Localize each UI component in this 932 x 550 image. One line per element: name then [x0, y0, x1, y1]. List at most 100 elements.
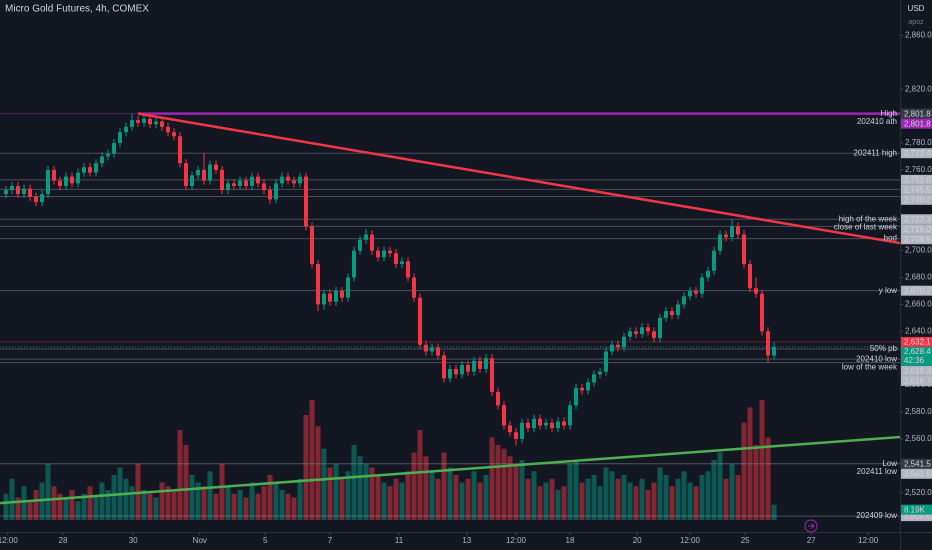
- volume-label: 8.19K: [904, 505, 926, 514]
- candle-body: [532, 418, 536, 429]
- volume-bar: [681, 471, 687, 520]
- volume-bar: [501, 448, 507, 520]
- volume-bar: [435, 478, 441, 520]
- price-box: [901, 148, 932, 159]
- volume-bar: [459, 482, 465, 520]
- level-name: High: [881, 109, 897, 118]
- volume-bar: [531, 471, 537, 520]
- price-box: [901, 184, 932, 195]
- volume-bar: [387, 486, 393, 520]
- volume-bar: [231, 493, 237, 520]
- level-name: 202410 ath: [857, 117, 897, 126]
- price-box-label: 2,752.6: [904, 175, 931, 184]
- volume-bar: [447, 467, 453, 520]
- volume-bar: [375, 475, 381, 520]
- candle-body: [538, 418, 542, 426]
- volume-bar: [237, 490, 243, 520]
- candle-body: [298, 176, 302, 184]
- volume-bar: [141, 490, 147, 520]
- volume-bar: [597, 486, 603, 520]
- price-box-label: 2,541.5: [904, 469, 931, 478]
- candle-body: [520, 422, 524, 439]
- candle-body: [484, 358, 488, 369]
- volume-bar: [609, 471, 615, 520]
- volume-bar: [111, 475, 117, 520]
- volume-bar: [699, 475, 705, 520]
- volume-bar: [15, 497, 21, 520]
- candle-body: [502, 405, 506, 426]
- candle-body: [76, 172, 80, 184]
- candle-body: [598, 371, 602, 375]
- volume-bar: [423, 456, 429, 520]
- candle-body: [556, 421, 560, 429]
- candle-body: [550, 422, 554, 429]
- candle-body: [64, 176, 68, 187]
- price-box: [901, 214, 932, 225]
- volume-bar: [639, 478, 645, 520]
- price-box-label: 2,801.8: [904, 109, 931, 118]
- x-tick-label: 25: [741, 536, 750, 545]
- volume-bar: [591, 475, 597, 520]
- candle-body: [70, 176, 74, 184]
- currency[interactable]: USD: [908, 4, 925, 13]
- x-tick-label: 5: [263, 536, 268, 545]
- volume-bar: [195, 482, 201, 520]
- volume-bar: [747, 407, 753, 520]
- x-tick-label: 18: [566, 536, 575, 545]
- volume-bar: [81, 493, 87, 520]
- candle-body: [760, 293, 764, 332]
- candle-body: [586, 382, 590, 391]
- volume-bar: [321, 448, 327, 520]
- price-box-label: 2,745.5: [904, 185, 931, 194]
- price-box-label: 2,502.6: [904, 512, 931, 521]
- candle-body: [214, 164, 218, 170]
- volume-bar: [525, 478, 531, 520]
- candle-body: [334, 290, 338, 302]
- candle-body: [220, 169, 224, 191]
- y-tick-label: 2,580.0: [905, 407, 932, 416]
- candle-body: [574, 387, 578, 406]
- candle-body: [166, 126, 170, 133]
- y-tick-label: 2,640.0: [905, 326, 932, 335]
- candle-body: [352, 250, 356, 278]
- price-box-label: 2,718.0: [904, 225, 931, 234]
- candle-body: [658, 317, 662, 339]
- candle-body: [382, 250, 386, 258]
- candle-body: [28, 188, 32, 197]
- volume-bar: [741, 422, 747, 520]
- volume-bar: [309, 400, 315, 520]
- volume-bar: [771, 504, 777, 520]
- level-name: 202411 low: [857, 467, 898, 476]
- volume-bar: [549, 478, 555, 520]
- volume-bar: [33, 490, 39, 520]
- volume-bar: [87, 486, 93, 520]
- volume-bar: [519, 460, 525, 520]
- volume-bar: [351, 445, 357, 520]
- volume-bar: [465, 478, 471, 520]
- price-box-label: 2,541.5: [904, 459, 931, 468]
- trendline: [137, 112, 901, 245]
- candle-body: [766, 331, 770, 356]
- candle-body: [490, 358, 494, 392]
- candle-body: [112, 142, 116, 154]
- candle-body: [208, 164, 212, 181]
- candle-body: [748, 264, 752, 289]
- candle-body: [376, 250, 380, 258]
- candle-body: [682, 296, 686, 305]
- price-box: [901, 194, 932, 205]
- volume-bar: [753, 445, 759, 520]
- x-tick-label: 27: [807, 536, 816, 545]
- candle-body: [712, 250, 716, 271]
- volume-bar: [573, 460, 579, 520]
- candle-body: [250, 176, 254, 187]
- price-box: [901, 468, 932, 479]
- x-tick-label: 11: [395, 536, 404, 545]
- x-tick-label: 28: [59, 536, 68, 545]
- candle-body: [370, 234, 374, 251]
- volume-bar: [63, 497, 69, 520]
- candle-body: [466, 364, 470, 372]
- volume-bar: [267, 475, 273, 520]
- price-box: [901, 511, 932, 522]
- level-name: close of last week: [834, 222, 898, 231]
